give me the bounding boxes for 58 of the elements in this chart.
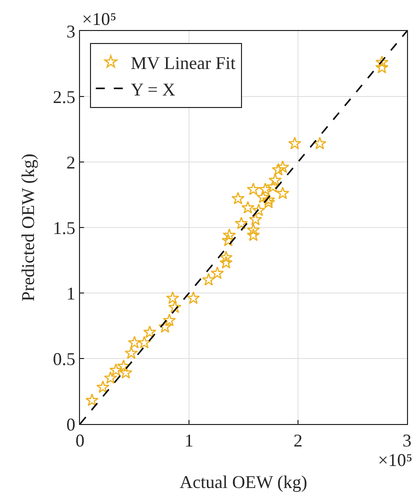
point [375, 56, 389, 68]
point [128, 336, 142, 348]
point [313, 136, 326, 150]
point [222, 234, 235, 246]
text: ×10⁵ [378, 450, 412, 470]
x-tick-label: 2 [294, 430, 302, 451]
point [246, 228, 260, 242]
point [158, 320, 172, 333]
point [222, 228, 236, 242]
point [162, 314, 176, 326]
y-tick-label: 1.5 [52, 218, 76, 238]
point [276, 160, 290, 173]
x-tick-label: 1 [184, 430, 194, 451]
point [166, 291, 180, 304]
point [138, 336, 151, 348]
point [375, 60, 389, 74]
point [262, 193, 276, 206]
point [117, 359, 130, 372]
point [268, 173, 282, 186]
point [256, 190, 270, 204]
point [168, 300, 182, 314]
y-tick-label: 0.5 [52, 348, 76, 369]
point [272, 162, 285, 176]
x-axis-title: Actual OEW (kg) [180, 472, 308, 492]
legend-label: MV Linear Fit [130, 53, 236, 74]
point [96, 380, 110, 394]
point [248, 212, 262, 226]
point [119, 366, 132, 379]
point [186, 291, 200, 304]
point [202, 273, 216, 286]
legend-label: Y = X [130, 79, 176, 100]
text: ×10⁵ [82, 9, 116, 29]
point [234, 216, 248, 230]
point [246, 223, 260, 236]
point [258, 182, 272, 196]
point [262, 196, 276, 208]
point [288, 136, 302, 150]
y-axis-title: Predicted OEW (kg) [18, 154, 38, 302]
point [266, 180, 280, 193]
point [219, 256, 233, 269]
point [124, 346, 138, 359]
point [252, 204, 266, 216]
point [276, 186, 290, 200]
point [246, 182, 260, 196]
y-tick-label: 1 [66, 283, 76, 304]
point [143, 325, 156, 338]
point [231, 192, 245, 204]
point [85, 394, 99, 406]
y-tick-label: 2 [66, 152, 76, 172]
point [241, 200, 254, 214]
point [219, 250, 233, 264]
point [104, 371, 118, 384]
x-tick-label: 3 [402, 430, 412, 451]
y-tick-label: 0 [66, 414, 76, 434]
point [109, 363, 123, 376]
point [210, 266, 224, 280]
y-tick-label: 2.5 [52, 86, 76, 107]
y-tick-label: 3 [66, 21, 76, 42]
